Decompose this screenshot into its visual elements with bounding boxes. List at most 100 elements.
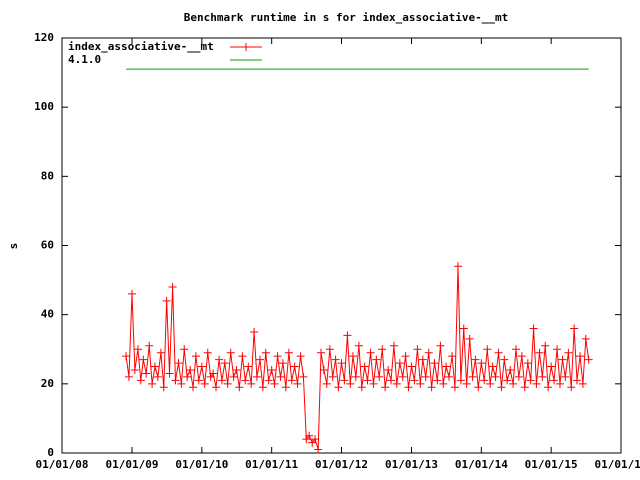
legend-marker [242, 43, 250, 51]
point-marker [276, 372, 285, 381]
point-marker [180, 345, 189, 354]
point-marker [250, 327, 259, 336]
x-tick-label: 01/01/11 [245, 458, 298, 471]
point-marker [442, 362, 451, 371]
point-marker [305, 431, 314, 440]
point-marker [174, 359, 183, 368]
point-marker [430, 359, 439, 368]
point-marker [503, 376, 512, 385]
point-marker [232, 366, 241, 374]
point-marker [413, 345, 422, 354]
point-marker [293, 379, 302, 388]
point-marker [483, 345, 492, 354]
point-marker [474, 383, 483, 392]
point-marker [284, 348, 293, 357]
point-marker [576, 352, 585, 361]
point-marker [162, 296, 171, 305]
point-marker [529, 324, 538, 333]
point-marker [384, 366, 393, 374]
point-marker [468, 372, 477, 381]
point-marker [261, 348, 270, 357]
point-marker [311, 435, 320, 444]
point-marker [418, 355, 427, 364]
point-marker [514, 372, 523, 381]
x-tick-label: 01/01/14 [455, 458, 508, 471]
point-marker [459, 324, 468, 333]
legend-label: 4.1.0 [68, 53, 101, 66]
point-marker [322, 379, 331, 388]
point-marker [424, 348, 433, 357]
point-marker [401, 352, 410, 361]
point-marker [244, 362, 253, 371]
point-marker [337, 359, 346, 368]
y-tick-label: 0 [47, 446, 54, 459]
point-marker [168, 283, 177, 291]
point-marker [156, 348, 165, 357]
point-marker [488, 362, 497, 371]
point-marker [448, 352, 457, 361]
y-tick-label: 120 [34, 31, 54, 44]
point-marker [136, 376, 145, 385]
point-marker [197, 362, 206, 371]
point-marker [520, 383, 529, 392]
point-marker [340, 376, 349, 385]
point-marker [500, 355, 509, 364]
point-marker [256, 355, 265, 364]
point-marker [398, 372, 407, 381]
point-marker [273, 352, 282, 361]
point-marker [191, 352, 200, 361]
point-marker [471, 355, 480, 364]
point-marker [541, 341, 550, 350]
point-marker [235, 383, 244, 392]
point-marker [153, 372, 162, 381]
point-marker [325, 345, 334, 354]
point-marker [354, 341, 363, 350]
point-marker [148, 379, 157, 388]
point-marker [494, 348, 503, 357]
point-marker [130, 366, 139, 374]
point-marker [491, 372, 500, 381]
point-marker [264, 376, 273, 385]
point-marker [296, 352, 305, 361]
point-marker [319, 366, 328, 374]
series-line [125, 266, 590, 450]
point-marker [334, 383, 343, 392]
point-marker [544, 383, 553, 392]
point-marker [523, 359, 532, 368]
point-marker [564, 348, 573, 357]
point-marker [477, 359, 486, 368]
point-marker [217, 376, 226, 385]
point-marker [278, 359, 287, 368]
point-marker [220, 359, 229, 368]
point-marker [183, 372, 192, 381]
point-marker [433, 376, 442, 385]
point-marker [553, 345, 562, 354]
point-marker [550, 376, 559, 385]
x-tick-label: 01/01/09 [106, 458, 159, 471]
point-marker [270, 379, 279, 388]
point-marker [124, 372, 133, 381]
y-tick-label: 20 [41, 377, 54, 390]
point-marker [506, 366, 515, 374]
point-marker [526, 376, 535, 385]
point-marker [581, 334, 590, 343]
point-marker [381, 383, 390, 392]
point-marker [427, 383, 436, 392]
point-marker [404, 383, 413, 392]
point-marker [171, 376, 180, 385]
point-marker [226, 348, 235, 357]
x-tick-label: 01/01/16 [595, 458, 640, 471]
point-marker [567, 383, 576, 392]
point-marker [252, 372, 261, 381]
point-marker [142, 369, 151, 378]
point-marker [128, 289, 137, 298]
point-marker [314, 445, 323, 454]
point-marker [410, 376, 419, 385]
point-marker [331, 355, 340, 364]
x-tick-label: 01/01/15 [525, 458, 578, 471]
point-marker [511, 345, 520, 354]
point-marker [357, 383, 366, 392]
point-marker [378, 345, 387, 354]
point-marker [555, 379, 564, 388]
